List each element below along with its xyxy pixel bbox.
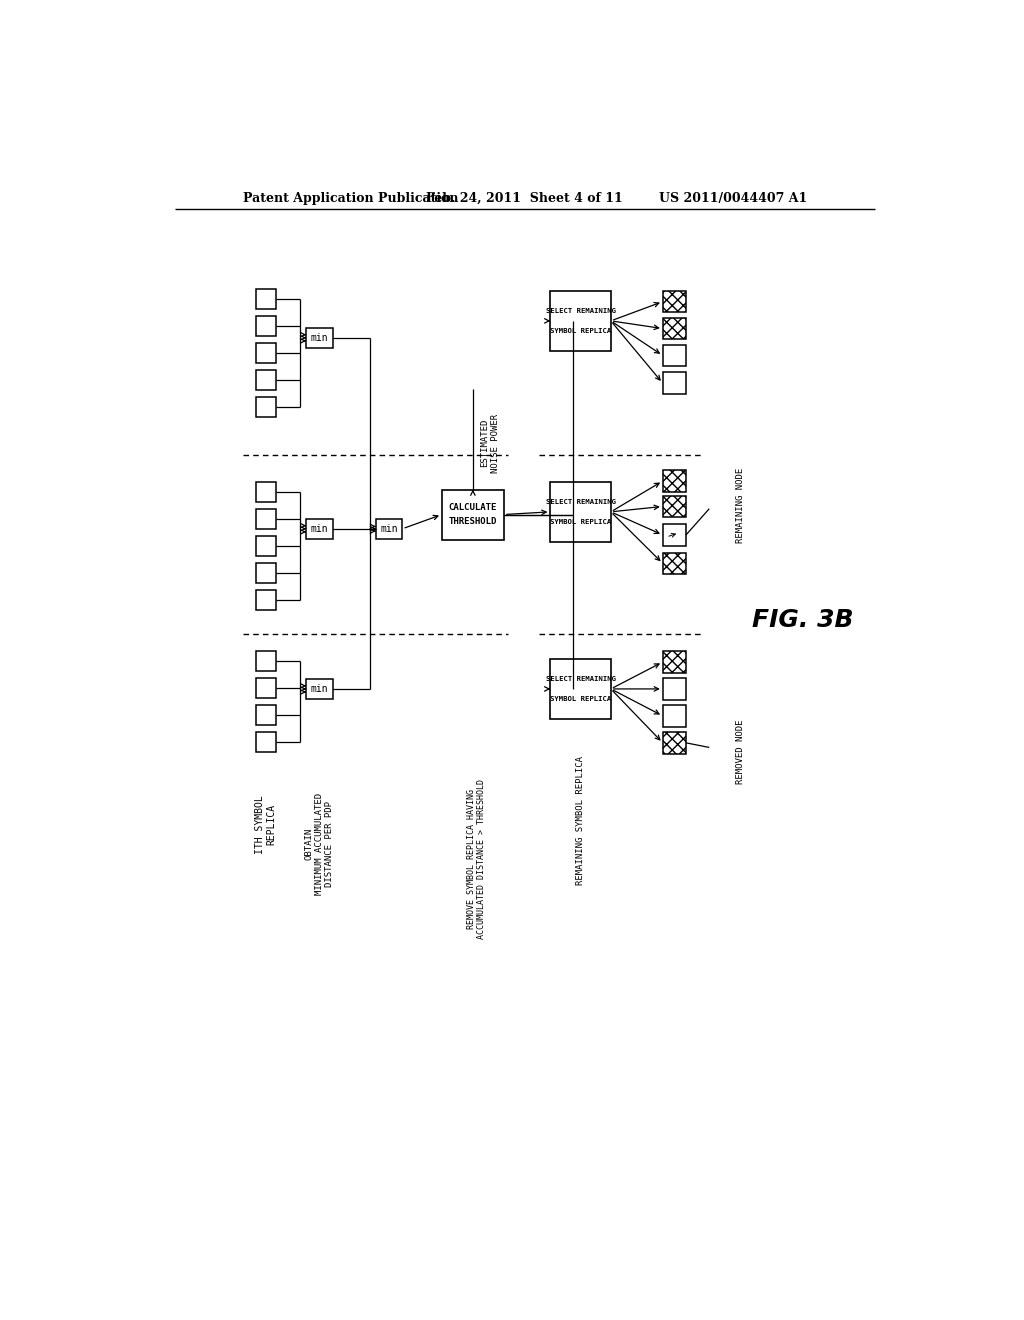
- Bar: [256, 317, 276, 337]
- Text: FIG. 3B: FIG. 3B: [752, 609, 853, 632]
- Bar: [256, 590, 276, 610]
- Text: min: min: [310, 333, 329, 343]
- Text: ITH SYMBOL
REPLICA: ITH SYMBOL REPLICA: [255, 795, 276, 854]
- Text: Feb. 24, 2011  Sheet 4 of 11: Feb. 24, 2011 Sheet 4 of 11: [426, 191, 624, 205]
- Bar: [663, 524, 686, 545]
- Text: CALCULATE: CALCULATE: [449, 503, 497, 512]
- Text: SELECT REMAINING: SELECT REMAINING: [546, 676, 615, 682]
- Text: US 2011/0044407 A1: US 2011/0044407 A1: [658, 191, 807, 205]
- Bar: [256, 562, 276, 582]
- Text: SYMBOL REPLICA: SYMBOL REPLICA: [550, 519, 611, 525]
- Bar: [663, 733, 686, 754]
- Bar: [256, 482, 276, 502]
- Bar: [663, 678, 686, 700]
- Bar: [256, 370, 276, 391]
- Bar: [663, 372, 686, 395]
- Text: Patent Application Publication: Patent Application Publication: [243, 191, 458, 205]
- Bar: [663, 470, 686, 492]
- Bar: [663, 553, 686, 574]
- Bar: [663, 651, 686, 673]
- Text: OBTAIN
MINIMUM ACCUMULATED
DISTANCE PER PDP: OBTAIN MINIMUM ACCUMULATED DISTANCE PER …: [304, 792, 334, 895]
- Bar: [663, 290, 686, 313]
- Bar: [550, 290, 611, 351]
- Text: min: min: [380, 524, 398, 533]
- Text: SELECT REMAINING: SELECT REMAINING: [546, 499, 615, 504]
- Text: SYMBOL REPLICA: SYMBOL REPLICA: [550, 327, 611, 334]
- Bar: [256, 705, 276, 725]
- Text: THRESHOLD: THRESHOLD: [449, 517, 497, 525]
- Text: REMAINING SYMBOL REPLICA: REMAINING SYMBOL REPLICA: [577, 756, 585, 886]
- Bar: [256, 733, 276, 752]
- Bar: [550, 482, 611, 543]
- Bar: [256, 678, 276, 698]
- Text: ESTIMATED
NOISE POWER: ESTIMATED NOISE POWER: [480, 413, 500, 473]
- Bar: [256, 508, 276, 529]
- Bar: [256, 343, 276, 363]
- Text: SELECT REMAINING: SELECT REMAINING: [546, 308, 615, 314]
- Text: REMAINING NODE: REMAINING NODE: [736, 467, 744, 543]
- Bar: [376, 519, 402, 539]
- Bar: [306, 678, 333, 700]
- Bar: [442, 490, 504, 540]
- Bar: [663, 345, 686, 367]
- Text: REMOVED NODE: REMOVED NODE: [736, 719, 744, 784]
- Bar: [256, 289, 276, 309]
- Bar: [663, 318, 686, 339]
- Bar: [256, 397, 276, 417]
- Bar: [306, 519, 333, 539]
- Text: min: min: [310, 524, 329, 533]
- Bar: [550, 659, 611, 719]
- Text: SYMBOL REPLICA: SYMBOL REPLICA: [550, 696, 611, 702]
- Text: min: min: [310, 684, 329, 694]
- Bar: [663, 496, 686, 517]
- Bar: [663, 705, 686, 726]
- Text: REMOVE SYMBOL REPLICA HAVING
ACCUMULATED DISTANCE > THRESHOLD: REMOVE SYMBOL REPLICA HAVING ACCUMULATED…: [467, 779, 486, 939]
- Bar: [256, 651, 276, 671]
- Bar: [256, 536, 276, 556]
- Bar: [306, 327, 333, 348]
